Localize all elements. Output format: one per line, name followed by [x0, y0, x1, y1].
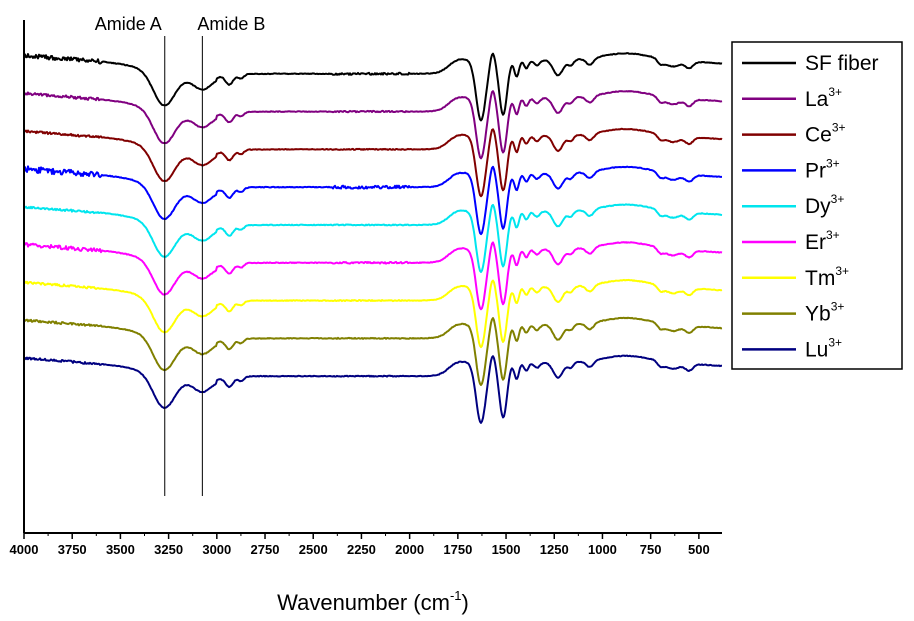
legend-entry-name: La: [805, 88, 829, 111]
legend-entry: Lu3+: [805, 335, 842, 361]
x-tick-label: 500: [688, 542, 710, 557]
series-line: [23, 52, 723, 122]
legend-entry-sup: 3+: [832, 121, 846, 135]
x-axis-title-sup: -1: [450, 588, 462, 603]
x-ticks: 4000 3750 3500 3250 3000 2750 2500 2250 2000 1750…: [10, 533, 710, 557]
legend-entry-sup: 3+: [826, 228, 840, 242]
legend-entry-sup: 3+: [831, 192, 845, 206]
series-line: [23, 203, 723, 273]
legend-entry: SF fiber: [805, 52, 879, 75]
legend-entry-name: Lu: [805, 338, 828, 361]
x-tick-label: 3500: [106, 542, 135, 557]
legend-entry-sup: 3+: [828, 85, 842, 99]
series-lines: [23, 52, 723, 424]
series-line: [23, 316, 723, 386]
legend-entry-sup: 3+: [828, 335, 842, 349]
x-tick-label: 3750: [58, 542, 87, 557]
legend-entry-name: Pr: [805, 159, 826, 182]
series-line: [23, 127, 723, 198]
annotation-label: Amide B: [197, 14, 265, 34]
annotation-label: Amide A: [95, 14, 162, 34]
x-tick-label: 3000: [202, 542, 231, 557]
series-line: [23, 165, 723, 236]
legend-entry-name: Ce: [805, 124, 832, 147]
series-line: [23, 354, 723, 424]
plot-area: [24, 20, 722, 533]
legend-entry: Dy3+: [805, 192, 844, 218]
x-tick-label: 1000: [588, 542, 617, 557]
legend-entry: Tm3+: [805, 264, 849, 290]
x-tick-label: 1500: [492, 542, 521, 557]
annotation-group: Amide A Amide B: [95, 14, 265, 496]
legend-entry-sup: 3+: [826, 156, 840, 170]
legend-entry-sup: 3+: [835, 264, 849, 278]
series-line: [23, 278, 723, 349]
legend-entry: Er3+: [805, 228, 840, 254]
x-tick-label: 2500: [299, 542, 328, 557]
series-line: [23, 90, 723, 160]
legend-entry-sup: 3+: [831, 300, 845, 314]
legend-entry: Yb3+: [805, 300, 844, 326]
x-tick-label: 1750: [443, 542, 472, 557]
x-axis-title: Wavenumber (cm-1): [277, 588, 469, 615]
x-tick-label: 2750: [251, 542, 280, 557]
legend-entry: Ce3+: [805, 121, 846, 147]
legend-entry-name: SF fiber: [805, 52, 879, 75]
x-tick-label: 3250: [154, 542, 183, 557]
legend-entry-name: Yb: [805, 303, 831, 326]
x-axis-title-end: ): [462, 590, 469, 615]
x-tick-label: 2000: [395, 542, 424, 557]
legend-entry: Pr3+: [805, 156, 840, 182]
series-line: [23, 241, 723, 311]
legend-entry-name: Er: [805, 231, 826, 254]
x-tick-label: 2250: [347, 542, 376, 557]
x-tick-label: 1250: [540, 542, 569, 557]
x-tick-label: 750: [640, 542, 662, 557]
x-tick-label: 4000: [10, 542, 39, 557]
legend-entry-name: Dy: [805, 195, 831, 218]
legend-entry: La3+: [805, 85, 842, 111]
legend-entry-name: Tm: [805, 267, 835, 290]
